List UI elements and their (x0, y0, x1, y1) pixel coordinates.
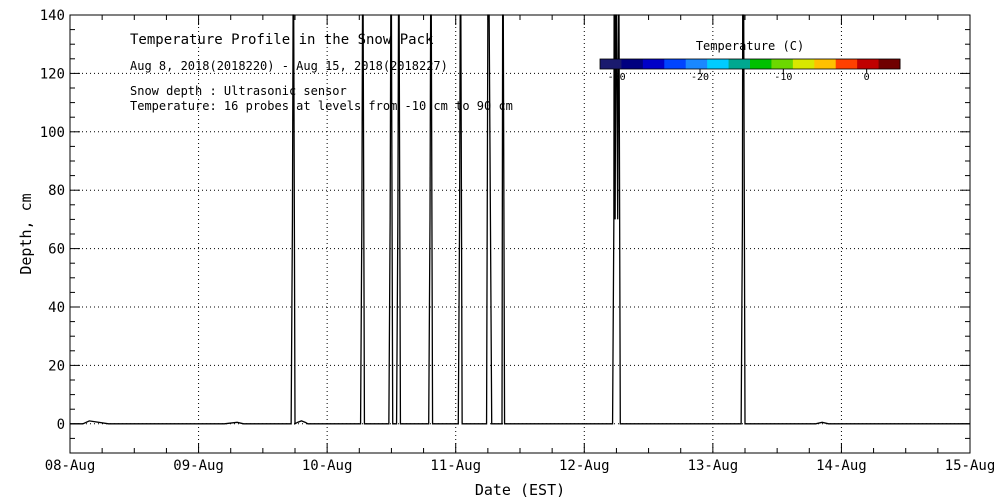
chart-subtitle: Aug 8, 2018(2018220) - Aug 15, 2018(2018… (130, 59, 448, 73)
colorbar-cell (878, 59, 901, 69)
colorbar-cell (750, 59, 772, 69)
colorbar-cell (642, 59, 665, 69)
y-tick-label: 0 (57, 417, 65, 433)
colorbar-cell (814, 59, 837, 69)
y-tick-label: 60 (48, 242, 65, 258)
y-axis: 0 20 40 60 80 100 120 140 (40, 8, 970, 454)
colorbar-cell (835, 59, 858, 69)
colorbar-cell (600, 59, 622, 69)
colorbar-cell (857, 59, 880, 69)
y-tick-label: 40 (48, 300, 65, 316)
note-snow-depth: Snow depth : Ultrasonic sensor (130, 84, 347, 98)
grid-lines (70, 15, 970, 453)
colorbar-tick-label: -20 (691, 72, 709, 83)
colorbar-cell (792, 59, 815, 69)
x-tick-label: 11-Aug (430, 458, 481, 474)
colorbar-cell (664, 59, 687, 69)
x-tick-label: 08-Aug (45, 458, 96, 474)
colorbar-frame (599, 58, 901, 70)
x-tick-label: 09-Aug (173, 458, 224, 474)
y-tick-label: 120 (40, 66, 65, 82)
x-axis: 08-Aug 09-Aug 10-Aug 11-Aug 12-Aug 13-Aug 14-A… (45, 15, 996, 474)
plot-frame (69, 14, 971, 454)
note-temperature: Temperature: 16 probes at levels from -1… (130, 99, 513, 113)
y-tick-label: 100 (40, 125, 65, 141)
colorbar-cell (685, 59, 708, 69)
colorbar-cell (621, 59, 644, 69)
x-tick-label: 12-Aug (559, 458, 610, 474)
colorbar-title: Temperature (C) (696, 39, 804, 53)
colorbar: Temperature (C) -30 -20 -10 0 (599, 39, 901, 83)
colorbar-cell (728, 59, 751, 69)
colorbar-tick-label: 0 (864, 72, 870, 83)
colorbar-tick-label: -30 (608, 72, 626, 83)
series-layer (70, 14, 970, 425)
chart-title: Temperature Profile in the Snow Pack (130, 32, 434, 48)
x-tick-label: 14-Aug (816, 458, 867, 474)
colorbar-cells (599, 58, 901, 70)
x-tick-label: 10-Aug (302, 458, 353, 474)
x-tick-label: 13-Aug (688, 458, 739, 474)
y-axis-label: Depth, cm (17, 193, 35, 274)
x-axis-label: Date (EST) (475, 481, 565, 499)
series-line (70, 14, 970, 425)
x-tick-label: 15-Aug (945, 458, 996, 474)
y-tick-label: 20 (48, 358, 65, 374)
colorbar-tick-label: -10 (774, 72, 792, 83)
y-tick-label: 80 (48, 183, 65, 199)
colorbar-cell (771, 59, 794, 69)
colorbar-ticks: -30 -20 -10 0 (608, 69, 870, 83)
y-tick-label: 140 (40, 8, 65, 24)
colorbar-cell (707, 59, 730, 69)
